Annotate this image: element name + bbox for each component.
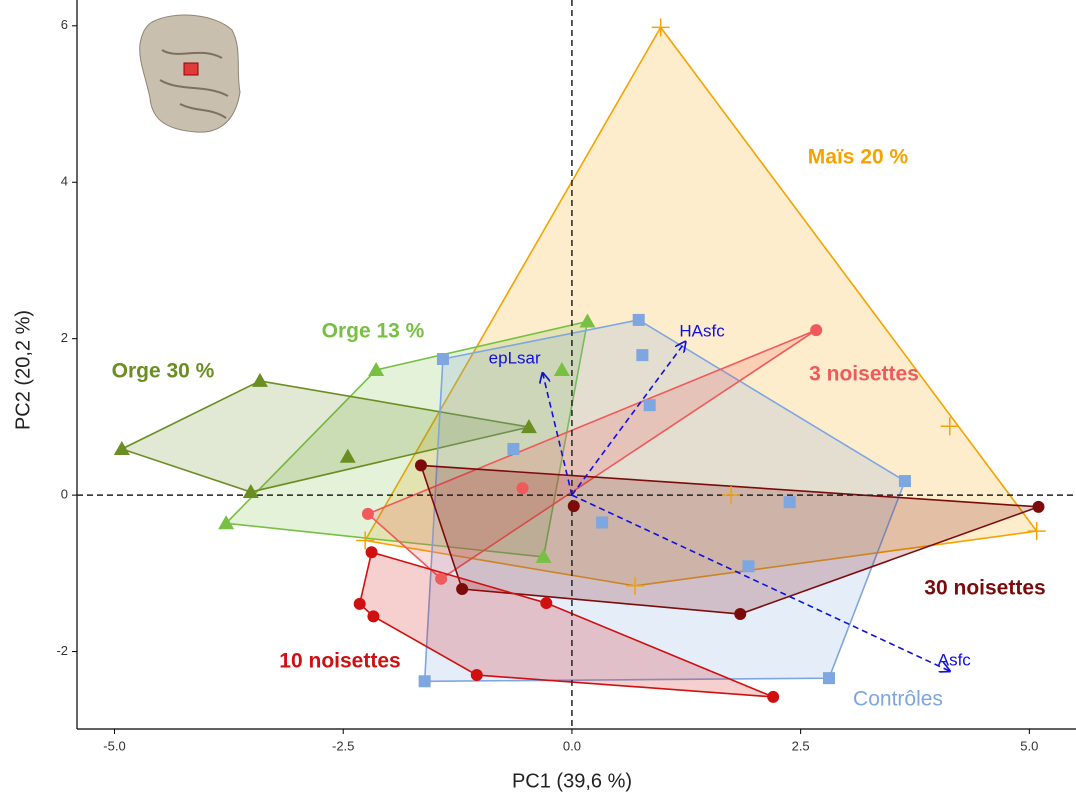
y-tick-label: 2	[61, 330, 68, 345]
loading-arrow	[543, 373, 573, 496]
tooth-detail	[159, 49, 229, 119]
x-tick-label: 5.0	[1020, 738, 1038, 753]
point	[242, 483, 259, 498]
point	[520, 419, 537, 434]
point	[1027, 522, 1046, 541]
point	[251, 372, 268, 387]
point	[783, 496, 796, 509]
group-hull	[366, 329, 817, 580]
point	[722, 486, 741, 505]
point	[339, 448, 356, 463]
point	[418, 675, 431, 688]
point	[643, 399, 656, 412]
x-tick-label: 0.0	[563, 738, 581, 753]
point	[414, 459, 427, 472]
point	[367, 610, 380, 623]
group-hull	[423, 319, 906, 683]
point	[742, 560, 755, 573]
point	[626, 576, 645, 595]
group-label: 10 noisettes	[279, 650, 400, 673]
group-label: Orge 13 %	[322, 320, 425, 343]
point	[356, 531, 375, 550]
point	[435, 572, 448, 585]
point	[353, 597, 366, 610]
x-axis-label: PC1 (39,6 %)	[512, 770, 632, 792]
x-tick-label: -2.5	[332, 738, 354, 753]
sample-area	[183, 62, 199, 76]
point	[361, 507, 374, 520]
y-tick-label: -2	[56, 643, 68, 658]
point	[898, 475, 911, 488]
point	[113, 440, 130, 455]
point	[767, 690, 780, 703]
point	[553, 361, 570, 376]
point	[368, 361, 385, 376]
point	[535, 548, 552, 563]
group-label: 30 noisettes	[924, 577, 1045, 600]
group-label: Contrôles	[853, 688, 943, 711]
x-tick-label: 2.5	[792, 738, 810, 753]
loading-label: Asfc	[938, 651, 972, 670]
point	[436, 353, 449, 366]
y-tick-label: 6	[61, 17, 68, 32]
group-label: 3 noisettes	[809, 363, 919, 386]
y-tick-label: 0	[61, 487, 68, 502]
point	[507, 442, 520, 455]
point	[810, 324, 823, 337]
point	[470, 669, 483, 682]
point	[940, 417, 959, 436]
x-tick-label: -5.0	[103, 738, 125, 753]
y-tick-label: 4	[61, 174, 68, 189]
point	[632, 313, 645, 326]
loading-arrow	[571, 342, 685, 496]
group-label: Orge 30 %	[112, 360, 215, 383]
point	[596, 516, 609, 529]
point	[822, 672, 835, 685]
point	[540, 597, 553, 610]
group-label: Maïs 20 %	[808, 146, 909, 169]
tooth-photo	[139, 14, 241, 133]
point	[579, 313, 596, 328]
point	[365, 546, 378, 559]
loading-label: HAsfc	[679, 321, 725, 340]
y-axis-label: PC2 (20,2 %)	[12, 310, 34, 430]
point	[218, 515, 235, 530]
point	[1032, 500, 1045, 513]
point	[734, 608, 747, 621]
point	[456, 582, 469, 595]
point	[567, 500, 580, 513]
point	[636, 349, 649, 362]
point	[651, 18, 670, 37]
loading-label: epLsar	[489, 349, 541, 368]
point	[516, 482, 529, 495]
